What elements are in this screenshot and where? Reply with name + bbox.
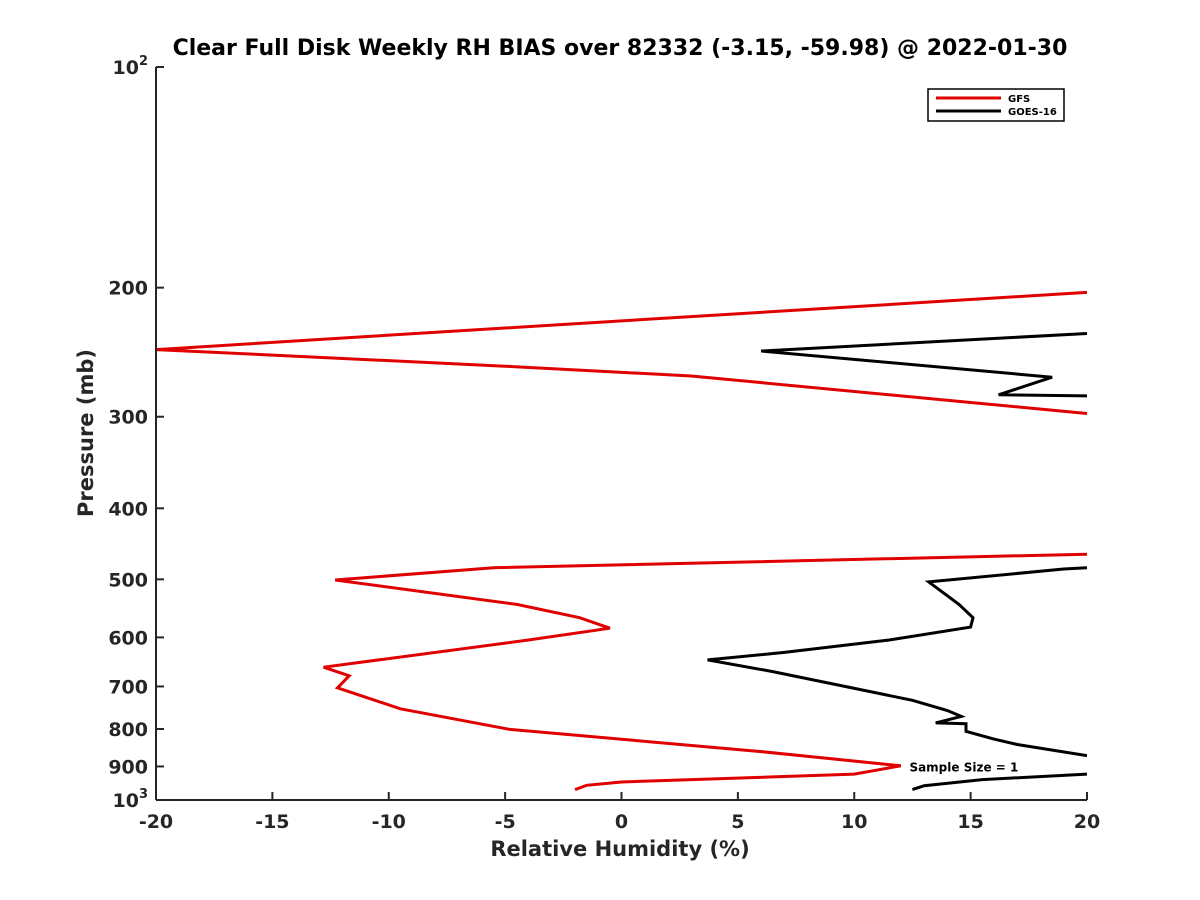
legend-label: GFS — [1008, 94, 1030, 105]
legend: GFS GOES-16 — [927, 88, 1065, 122]
y-tick-label: 900 — [108, 756, 148, 778]
x-tick-label: -20 — [139, 811, 173, 833]
legend-box — [927, 88, 1065, 122]
y-tick-label: 300 — [108, 407, 148, 429]
legend-entry: GFS — [936, 94, 1030, 105]
x-tick-label: -15 — [255, 811, 289, 833]
x-tick-label: 0 — [615, 811, 628, 833]
legend-entry: GOES-16 — [936, 107, 1057, 118]
series-goes-16 — [707, 332, 1087, 792]
x-tick-label: 20 — [1074, 811, 1100, 833]
x-tick-label: 5 — [731, 811, 744, 833]
series-gfs — [156, 290, 1087, 792]
y-tick-label: 200 — [108, 278, 148, 300]
series-line-goes-16-2 — [707, 566, 1087, 758]
x-axis-label: Relative Humidity (%) — [490, 837, 749, 861]
plot-area — [156, 290, 1087, 792]
series-line-gfs-2 — [323, 552, 1087, 792]
axes: -20 -15 -10 -5 0 5 10 15 20 102 200 300 400 500 600 700… — [108, 54, 1100, 833]
x-tick-label: 15 — [957, 811, 983, 833]
x-tick-label: -10 — [372, 811, 406, 833]
y-tick-label: 800 — [108, 719, 148, 741]
x-tick-label: 10 — [841, 811, 867, 833]
y-tick-label: 500 — [108, 569, 148, 591]
y-tick-label: 600 — [108, 627, 148, 649]
y-tick-label: 700 — [108, 676, 148, 698]
chart-title: Clear Full Disk Weekly RH BIAS over 8233… — [173, 36, 1068, 61]
y-tick-label: 400 — [108, 498, 148, 520]
x-tick-label: -5 — [495, 811, 516, 833]
y-tick-label: 103 — [113, 787, 149, 812]
series-line-gfs-1 — [156, 290, 1087, 415]
sample-size-annotation: Sample Size = 1 — [909, 760, 1018, 774]
legend-label: GOES-16 — [1008, 107, 1057, 118]
series-line-goes-16-3 — [911, 772, 1087, 792]
series-line-goes-16-1 — [760, 332, 1087, 398]
y-axis-label: Pressure (mb) — [74, 349, 98, 517]
y-tick-label: 102 — [113, 54, 149, 79]
